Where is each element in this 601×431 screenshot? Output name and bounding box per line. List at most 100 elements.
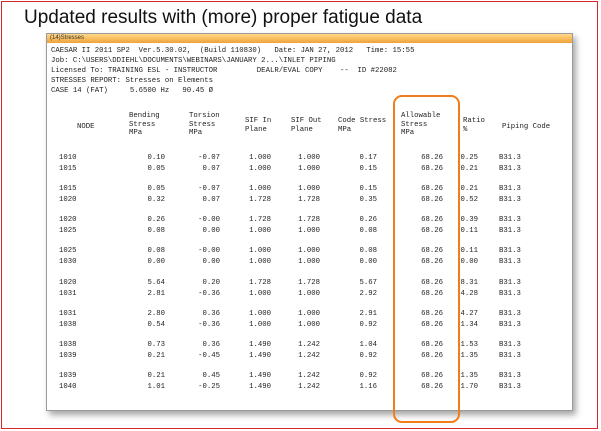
- table-cell-node: 1039: [59, 372, 77, 380]
- table-cell-piping-code: B31.3: [499, 310, 521, 318]
- table-cell-torsion: 0.00: [202, 227, 220, 235]
- table-cell-node: 1025: [59, 247, 77, 255]
- table-cell-sif-in: 1.000: [249, 321, 271, 329]
- table-cell-torsion: -0.36: [198, 321, 220, 329]
- column-header-sif-in: SIF In Plane: [245, 117, 272, 134]
- table-cell-allowable: 68.26: [421, 258, 443, 266]
- column-header-allowable: Allowable Stress MPa: [401, 112, 441, 137]
- table-cell-piping-code: B31.3: [499, 279, 521, 287]
- table-cell-sif-out: 1.000: [298, 247, 320, 255]
- table-cell-allowable: 68.26: [421, 279, 443, 287]
- table-cell-code: 0.00: [359, 258, 377, 266]
- table-cell-code: 0.15: [359, 165, 377, 173]
- table-cell-node: 1010: [59, 154, 77, 162]
- column-header-torsion: Torsion Stress MPa: [189, 112, 220, 137]
- table-cell-bending: 0.73: [147, 341, 165, 349]
- table-cell-piping-code: B31.3: [499, 341, 521, 349]
- table-cell-torsion: -0.00: [198, 247, 220, 255]
- table-cell-torsion: -0.07: [198, 154, 220, 162]
- table-cell-sif-in: 1.000: [249, 154, 271, 162]
- header-license-line: Licensed To: TRAINING ESL - INSTRUCTOR D…: [51, 67, 397, 75]
- table-cell-sif-in: 1.728: [249, 196, 271, 204]
- table-cell-sif-out: 1.242: [298, 383, 320, 391]
- table-cell-ratio: 0.11: [460, 247, 478, 255]
- table-cell-code: 0.35: [359, 196, 377, 204]
- table-cell-allowable: 68.26: [421, 310, 443, 318]
- table-cell-node: 1031: [59, 310, 77, 318]
- table-cell-piping-code: B31.3: [499, 216, 521, 224]
- table-cell-ratio: 4.27: [460, 310, 478, 318]
- table-cell-piping-code: B31.3: [499, 383, 521, 391]
- table-cell-ratio: 0.52: [460, 196, 478, 204]
- column-header-sif-out: SIF Out Plane: [291, 117, 322, 134]
- table-cell-torsion: -0.07: [198, 185, 220, 193]
- table-cell-ratio: 4.28: [460, 290, 478, 298]
- table-cell-ratio: 0.21: [460, 185, 478, 193]
- allowable-stress-highlight: [393, 95, 460, 423]
- table-cell-bending: 0.05: [147, 165, 165, 173]
- table-cell-piping-code: B31.3: [499, 154, 521, 162]
- table-cell-piping-code: B31.3: [499, 165, 521, 173]
- table-cell-allowable: 68.26: [421, 196, 443, 204]
- table-cell-node: 1038: [59, 321, 77, 329]
- table-cell-ratio: 0.00: [460, 258, 478, 266]
- table-cell-code: 0.15: [359, 185, 377, 193]
- table-cell-allowable: 68.26: [421, 352, 443, 360]
- table-cell-sif-out: 1.728: [298, 196, 320, 204]
- table-cell-allowable: 68.26: [421, 247, 443, 255]
- header-version-line: CAESAR II 2011 SP2 Ver.5.30.02, (Build 1…: [51, 47, 415, 55]
- table-cell-sif-in: 1.000: [249, 247, 271, 255]
- table-cell-bending: 0.08: [147, 227, 165, 235]
- table-cell-sif-out: 1.242: [298, 372, 320, 380]
- table-cell-sif-out: 1.242: [298, 352, 320, 360]
- table-cell-allowable: 68.26: [421, 154, 443, 162]
- table-cell-node: 1025: [59, 227, 77, 235]
- table-cell-code: 0.92: [359, 352, 377, 360]
- table-cell-allowable: 68.26: [421, 321, 443, 329]
- header-report-line: STRESSES REPORT: Stresses on Elements: [51, 77, 214, 85]
- table-cell-ratio: 1.70: [460, 383, 478, 391]
- table-cell-node: 1020: [59, 279, 77, 287]
- table-cell-torsion: 0.07: [202, 196, 220, 204]
- table-cell-ratio: 0.21: [460, 165, 478, 173]
- table-cell-allowable: 68.26: [421, 165, 443, 173]
- table-cell-piping-code: B31.3: [499, 372, 521, 380]
- table-cell-sif-out: 1.000: [298, 258, 320, 266]
- table-cell-node: 1015: [59, 185, 77, 193]
- column-header-bending: Bending Stress MPa: [129, 112, 160, 137]
- table-cell-bending: 0.05: [147, 185, 165, 193]
- table-cell-code: 0.08: [359, 247, 377, 255]
- table-cell-bending: 5.64: [147, 279, 165, 287]
- column-header-piping-code: Piping Code: [502, 123, 551, 131]
- table-cell-torsion: -0.45: [198, 352, 220, 360]
- header-case-line: CASE 14 (FAT) 5.6500 Hz 90.45 Ø: [51, 87, 214, 95]
- report-window: (14)Stresses CAESAR II 2011 SP2 Ver.5.30…: [46, 33, 573, 411]
- table-cell-node: 1020: [59, 216, 77, 224]
- table-cell-piping-code: B31.3: [499, 352, 521, 360]
- table-cell-sif-in: 1.490: [249, 383, 271, 391]
- table-cell-node: 1015: [59, 165, 77, 173]
- window-titlebar[interactable]: (14)Stresses: [47, 34, 572, 43]
- slide-title: Updated results with (more) proper fatig…: [24, 7, 423, 28]
- table-cell-ratio: 1.34: [460, 321, 478, 329]
- table-cell-sif-in: 1.000: [249, 185, 271, 193]
- table-cell-torsion: 0.20: [202, 279, 220, 287]
- table-cell-code: 2.91: [359, 310, 377, 318]
- table-cell-sif-out: 1.000: [298, 321, 320, 329]
- table-cell-node: 1030: [59, 258, 77, 266]
- table-cell-sif-in: 1.000: [249, 165, 271, 173]
- table-cell-code: 2.92: [359, 290, 377, 298]
- table-cell-sif-in: 1.490: [249, 352, 271, 360]
- table-cell-allowable: 68.26: [421, 216, 443, 224]
- table-cell-node: 1031: [59, 290, 77, 298]
- table-cell-sif-in: 1.728: [249, 216, 271, 224]
- table-cell-allowable: 68.26: [421, 185, 443, 193]
- table-cell-code: 0.17: [359, 154, 377, 162]
- table-cell-bending: 2.81: [147, 290, 165, 298]
- table-cell-bending: 0.26: [147, 216, 165, 224]
- table-cell-sif-out: 1.000: [298, 310, 320, 318]
- table-cell-ratio: 0.11: [460, 227, 478, 235]
- table-cell-node: 1038: [59, 341, 77, 349]
- table-cell-ratio: 1.35: [460, 372, 478, 380]
